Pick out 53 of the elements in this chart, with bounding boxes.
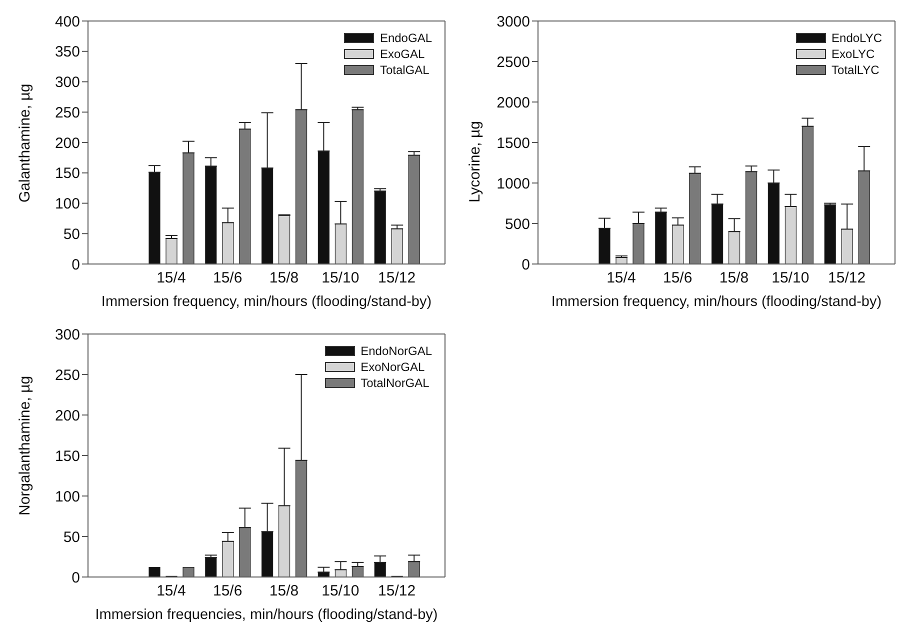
x-tick-label: 15/6	[213, 582, 242, 600]
x-tick-label: 15/6	[663, 270, 692, 287]
y-tick-label: 200	[54, 134, 80, 152]
y-tick-label: 150	[54, 448, 80, 465]
x-tick-label: 15/4	[156, 270, 186, 287]
legend-label: TotalGAL	[380, 63, 430, 77]
y-tick-label: 250	[54, 104, 80, 122]
x-tick-label: 15/8	[269, 270, 299, 287]
legend-label: TotalLYC	[832, 63, 880, 77]
y-tick-label: 50	[63, 226, 80, 243]
x-tick-label: 15/10	[772, 270, 810, 287]
y-tick-label: 2500	[496, 54, 530, 71]
x-tick-label: 15/10	[322, 582, 360, 600]
x-tick-label: 15/4	[156, 582, 186, 600]
y-tick-label: 1500	[496, 134, 530, 152]
y-axis-title: Norgalanthamine, µg	[16, 376, 34, 516]
x-tick-label: 15/12	[378, 582, 416, 600]
y-tick-label: 100	[54, 488, 80, 506]
x-tick-label: 15/6	[213, 270, 242, 287]
y-tick-label: 100	[54, 196, 80, 213]
y-tick-label: 0	[72, 256, 80, 274]
x-tick-label: 15/8	[719, 270, 749, 287]
x-tick-label: 15/10	[322, 270, 360, 287]
y-tick-label: 500	[504, 216, 530, 233]
y-tick-label: 1000	[496, 175, 530, 192]
y-tick-label: 350	[54, 44, 80, 61]
y-tick-label: 250	[54, 366, 80, 384]
legend-label: EndoNorGAL	[360, 344, 432, 358]
y-tick-label: 3000	[496, 13, 530, 30]
legend-label: TotalNorGAL	[360, 376, 430, 390]
y-tick-label: 400	[54, 13, 80, 30]
y-axis-title: Lycorine, µg	[466, 121, 484, 202]
x-tick-label: 15/4	[606, 270, 636, 287]
y-tick-label: 2000	[496, 94, 530, 112]
x-tick-label: 15/8	[269, 582, 299, 600]
y-tick-label: 0	[72, 569, 80, 586]
x-axis-title: Immersion frequency, min/hours (flooding/stand-by)	[551, 294, 882, 310]
y-tick-label: 50	[63, 528, 80, 546]
y-tick-label: 300	[54, 74, 80, 92]
y-tick-label: 150	[54, 165, 80, 182]
x-tick-label: 15/12	[378, 270, 416, 287]
legend-label: EndoGAL	[380, 31, 432, 45]
y-tick-label: 0	[522, 256, 530, 274]
y-axis-title: Galanthamine, µg	[16, 84, 34, 202]
legend-label: EndoLYC	[832, 31, 882, 45]
y-tick-label: 200	[54, 407, 80, 424]
legend-label: ExoGAL	[380, 47, 425, 61]
x-axis-title: Immersion frequency, min/hours (flooding/stand-by)	[101, 294, 432, 310]
y-tick-label: 300	[54, 326, 80, 344]
x-axis-title: Immersion frequencies, min/hours (flooding/stand-by)	[95, 607, 438, 623]
x-tick-label: 15/12	[828, 270, 866, 287]
legend-label: ExoLYC	[832, 47, 875, 61]
legend-label: ExoNorGAL	[360, 360, 425, 374]
